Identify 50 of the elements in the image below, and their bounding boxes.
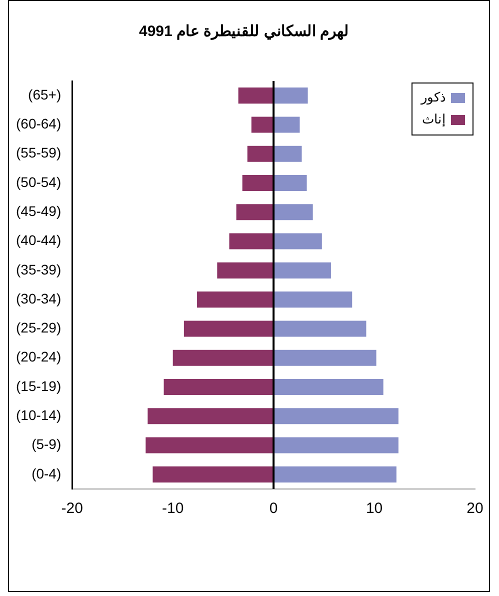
y-tick-label: (10-14): [16, 407, 62, 423]
x-tick-label: -10: [162, 500, 184, 518]
y-tick-label: (65+): [28, 86, 62, 102]
bar: [274, 466, 396, 482]
y-tick-label: (0-4): [32, 465, 62, 482]
bar: [274, 262, 331, 278]
y-tick-label: (60-64): [16, 116, 62, 132]
bar: [247, 146, 274, 162]
bar: [274, 408, 398, 424]
y-tick-label: (45-49): [16, 203, 62, 219]
legend-label: ذكور: [420, 90, 446, 106]
y-tick-label: (30-34): [16, 290, 62, 306]
bar: [238, 88, 274, 104]
bar: [164, 378, 274, 396]
bar: [172, 350, 274, 366]
y-tick-label: (40-44): [16, 232, 62, 248]
bar: [274, 292, 352, 308]
bar: [274, 204, 313, 220]
y-tick-label: (25-29): [16, 320, 62, 336]
bar: [274, 116, 300, 133]
bar: [274, 146, 302, 162]
bar: [184, 320, 274, 337]
y-tick-label: (15-19): [16, 378, 62, 394]
bar: [197, 292, 274, 308]
bar: [236, 204, 274, 220]
x-tick-label: 0: [269, 500, 278, 518]
bar: [274, 378, 384, 396]
chart-title: لهرم السكاني للقنيطرة عام 4991: [138, 23, 350, 42]
legend-label: إناث: [422, 112, 446, 128]
bar: [274, 437, 398, 454]
bar: [274, 320, 366, 337]
y-tick-label: (55-59): [16, 144, 62, 161]
bar: [152, 466, 274, 482]
bar: [274, 174, 307, 192]
x-tick-label: 10: [366, 500, 383, 518]
bar: [251, 116, 274, 133]
x-tick-label: 20: [466, 500, 484, 518]
bar: [274, 350, 376, 366]
bar: [242, 174, 274, 192]
bar: [229, 233, 274, 250]
y-tick-label: (20-24): [16, 348, 62, 365]
y-tick-label: (5-9): [32, 436, 62, 452]
bar: [146, 437, 274, 454]
bar: [217, 262, 274, 278]
y-tick-label: (50-54): [16, 174, 62, 190]
y-tick-label: (35-39): [16, 261, 62, 278]
bar: [148, 408, 274, 424]
bar: [274, 88, 308, 104]
bar: [274, 233, 322, 250]
x-tick-label: -20: [61, 500, 83, 518]
